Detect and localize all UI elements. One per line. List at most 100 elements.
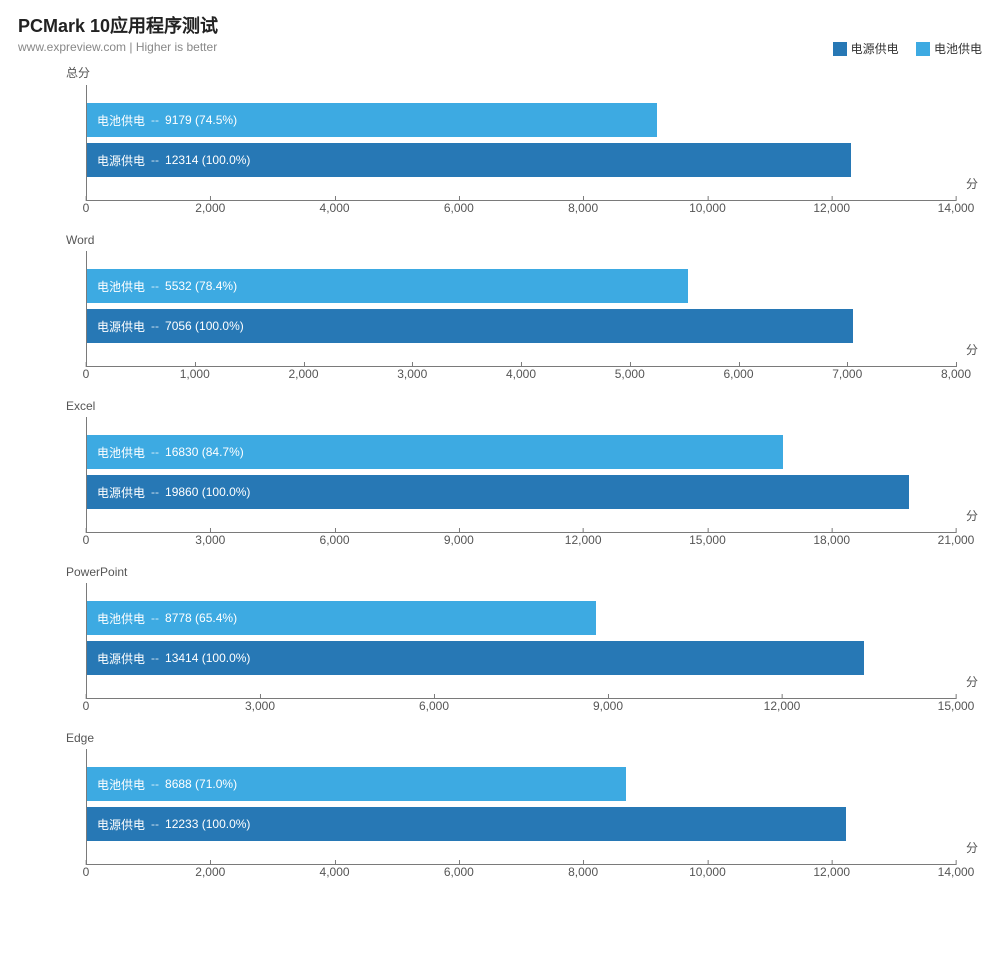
axis-unit-label: 分 <box>966 341 978 358</box>
plot-area: 电池供电--16830 (84.7%)电源供电--19860 (100.0%)分 <box>86 417 956 533</box>
bar-label-separator: -- <box>151 319 159 333</box>
x-tick: 3,000 <box>195 533 225 547</box>
legend-label-battery: 电池供电 <box>934 40 982 57</box>
bar-label-separator: -- <box>151 651 159 665</box>
bar: 电池供电 -- 5532 (78.4%) <box>87 269 688 303</box>
x-tick: 14,000 <box>938 201 975 215</box>
x-tick: 21,000 <box>938 533 975 547</box>
x-tick: 6,000 <box>444 865 474 879</box>
x-tick: 6,000 <box>723 367 753 381</box>
x-tick: 4,000 <box>320 865 350 879</box>
bar-value-label: 16830 (84.7%) <box>165 445 244 459</box>
chart-panels: 总分电池供电 -- 9179 (74.5%) 电源供电 -- 12314 (100.0%)… <box>18 64 982 891</box>
chart-panel: 总分电池供电--9179 (74.5%)电源供电--12314 (100.0%)… <box>18 64 982 227</box>
legend: 电源供电 电池供电 <box>819 40 982 59</box>
chart-panel: Edge 电池供电--8688 (71.0%) 电源供电 -- 12233 (100.0… <box>18 731 982 891</box>
legend-item-battery: 电池供电 <box>916 40 982 57</box>
bar: 电池供电--9179 (74.5%) <box>87 103 657 137</box>
chart-title: PCMark 10应用程序测试 <box>18 12 982 38</box>
bar-series-name: 电源供电 <box>97 484 145 501</box>
bar-value-label: 5532 (78.4%) <box>165 279 237 293</box>
bar-value-label: 8778 (65.4%) <box>165 611 237 625</box>
x-tick: 9,000 <box>593 699 623 713</box>
x-tick: 4,000 <box>506 367 536 381</box>
bar-value-label: 9179 (74.5%) <box>165 113 237 127</box>
x-tick: 10,000 <box>689 865 726 879</box>
x-tick: 7,000 <box>832 367 862 381</box>
x-tick: 2,000 <box>195 865 225 879</box>
x-tick: 3,000 <box>245 699 275 713</box>
x-tick: 6,000 <box>419 699 449 713</box>
chart-panel: Word电池供电--5532 (78.4%)电源供电--7056 (100.0%… <box>18 233 982 393</box>
x-tick: 10,000 <box>689 201 726 215</box>
x-tick: 8,000 <box>568 201 598 215</box>
x-tick: 2,000 <box>195 201 225 215</box>
panel-title: 总分 <box>66 64 982 81</box>
bar: 电源供电 -- 7056 (100.0%) <box>87 309 853 343</box>
axis-unit-label: 分 <box>966 175 978 192</box>
bar-series-name: 电池供电 <box>97 278 145 295</box>
x-tick: 0 <box>83 533 90 547</box>
x-tick: 0 <box>83 865 90 879</box>
plot-area: 电池供电--8778 (65.4%)电源供电--13414 (100.0%)分 <box>86 583 956 699</box>
bar-label-separator: -- <box>151 153 159 167</box>
legend-swatch-power <box>833 42 847 56</box>
bar-label-separator: -- <box>151 611 159 625</box>
x-tick: 12,000 <box>813 201 850 215</box>
x-tick: 15,000 <box>938 699 975 713</box>
bar-value-label: 7056 (100.0%) <box>165 319 244 333</box>
bar-label-separator: -- <box>151 445 159 459</box>
bar: 电源供电 -- 12314 (100.0%) <box>87 143 851 177</box>
bar: 电池供电 -- 8778 (65.4%) <box>87 601 596 635</box>
bar-label-separator: -- <box>151 113 159 127</box>
bar: 电源供电--19860 (100.0%) <box>87 475 909 509</box>
x-axis: 02,0004,0006,0008,00010,00012,00014,000 <box>86 201 956 227</box>
bar-series-name: 电源供电 <box>97 152 145 169</box>
x-tick: 12,000 <box>813 865 850 879</box>
x-tick: 8,000 <box>941 367 971 381</box>
x-tick: 6,000 <box>320 533 350 547</box>
bar: 电源供电 -- 12233 (100.0%) <box>87 807 846 841</box>
plot-area: 电池供电--5532 (78.4%)电源供电--7056 (100.0%)分 <box>86 251 956 367</box>
x-tick: 8,000 <box>568 865 598 879</box>
bar-series-name: 电池供电 <box>97 610 145 627</box>
axis-unit-label: 分 <box>966 839 978 856</box>
chart-panel: Excel电池供电--16830 (84.7%)电源供电--19860 (100… <box>18 399 982 559</box>
bar-label-separator: -- <box>151 279 159 293</box>
x-tick: 9,000 <box>444 533 474 547</box>
x-axis: 03,0006,0009,00012,00015,00018,00021,000 <box>86 533 956 559</box>
legend-swatch-battery <box>916 42 930 56</box>
x-tick: 4,000 <box>320 201 350 215</box>
plot-area: 电池供电--8688 (71.0%)电源供电--12233 (100.0%)分 <box>86 749 956 865</box>
x-axis: 03,0006,0009,00012,00015,000 <box>86 699 956 725</box>
x-tick: 12,000 <box>764 699 801 713</box>
bar-series-name: 电源供电 <box>97 318 145 335</box>
bar-series-name: 电池供电 <box>97 776 145 793</box>
x-tick: 2,000 <box>288 367 318 381</box>
bar-value-label: 8688 (71.0%) <box>165 777 237 791</box>
bar-value-label: 12314 (100.0%) <box>165 153 250 167</box>
axis-unit-label: 分 <box>966 673 978 690</box>
bar-label-separator: -- <box>151 817 159 831</box>
axis-unit-label: 分 <box>966 507 978 524</box>
x-tick: 0 <box>83 367 90 381</box>
bar: 电池供电--8688 (71.0%) <box>87 767 626 801</box>
bar-series-name: 电池供电 <box>97 444 145 461</box>
bar-series-name: 电源供电 <box>97 650 145 667</box>
bar: 电池供电 -- 16830 (84.7%) <box>87 435 783 469</box>
panel-title: Edge <box>66 731 982 745</box>
panel-title: PowerPoint <box>66 565 982 579</box>
x-tick: 14,000 <box>938 865 975 879</box>
bar-value-label: 12233 (100.0%) <box>165 817 250 831</box>
legend-label-power: 电源供电 <box>851 40 899 57</box>
x-tick: 6,000 <box>444 201 474 215</box>
panel-title: Excel <box>66 399 982 413</box>
bar: 电源供电 -- 13414 (100.0%) <box>87 641 864 675</box>
x-tick: 1,000 <box>180 367 210 381</box>
x-tick: 3,000 <box>397 367 427 381</box>
bar-series-name: 电源供电 <box>97 816 145 833</box>
bar-value-label: 13414 (100.0%) <box>165 651 250 665</box>
x-tick: 18,000 <box>813 533 850 547</box>
bar-label-separator: -- <box>151 485 159 499</box>
x-tick: 12,000 <box>565 533 602 547</box>
